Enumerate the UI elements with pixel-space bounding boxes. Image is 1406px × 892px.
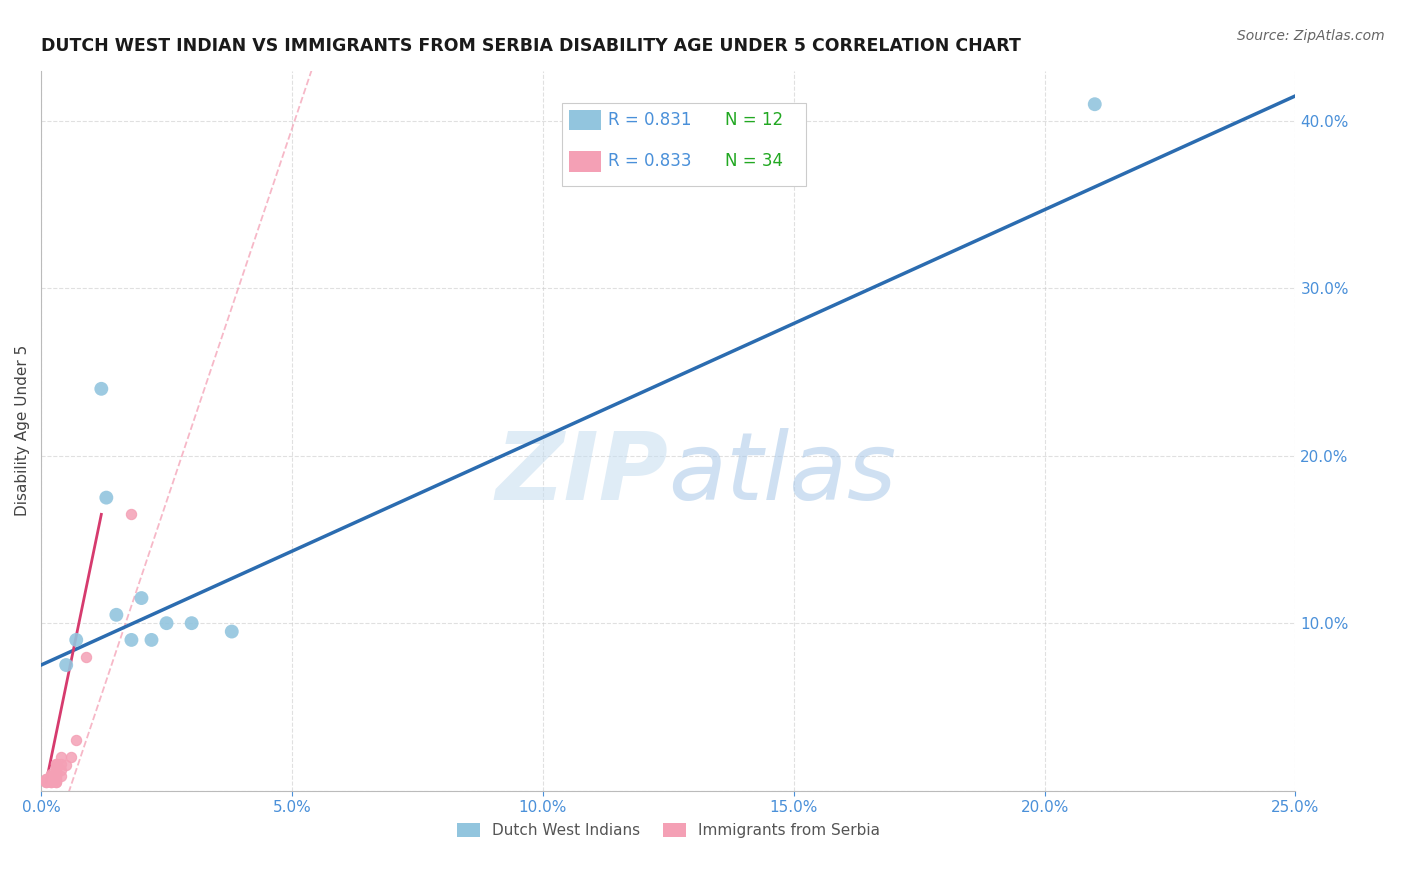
Point xyxy=(51,764,73,778)
Point xyxy=(35,775,58,789)
Point xyxy=(45,764,67,778)
Point xyxy=(180,616,202,631)
Point xyxy=(120,632,142,647)
FancyBboxPatch shape xyxy=(569,111,600,130)
Point xyxy=(55,658,77,673)
Text: R = 0.833: R = 0.833 xyxy=(607,153,692,170)
FancyBboxPatch shape xyxy=(561,103,806,186)
Point xyxy=(39,775,62,789)
Point xyxy=(45,767,67,781)
Point xyxy=(65,733,87,747)
Point xyxy=(45,768,67,782)
Text: Source: ZipAtlas.com: Source: ZipAtlas.com xyxy=(1237,29,1385,44)
Point xyxy=(35,772,58,786)
Point xyxy=(60,750,83,764)
Text: N = 34: N = 34 xyxy=(724,153,783,170)
Point xyxy=(39,768,62,782)
Point xyxy=(39,775,62,789)
Point xyxy=(51,768,73,782)
Point xyxy=(39,767,62,781)
Point xyxy=(51,750,73,764)
Point xyxy=(39,772,62,786)
Point xyxy=(221,624,243,639)
Point xyxy=(75,649,97,664)
Point xyxy=(35,775,58,789)
Point xyxy=(45,756,67,771)
Point xyxy=(45,768,67,782)
Point xyxy=(45,760,67,774)
Text: R = 0.831: R = 0.831 xyxy=(607,112,692,129)
Y-axis label: Disability Age Under 5: Disability Age Under 5 xyxy=(15,345,30,516)
Point xyxy=(120,508,142,522)
Point xyxy=(39,772,62,786)
Text: DUTCH WEST INDIAN VS IMMIGRANTS FROM SERBIA DISABILITY AGE UNDER 5 CORRELATION C: DUTCH WEST INDIAN VS IMMIGRANTS FROM SER… xyxy=(41,37,1021,55)
Point xyxy=(90,382,112,396)
Text: N = 12: N = 12 xyxy=(724,112,783,129)
Point xyxy=(45,775,67,789)
Point xyxy=(65,632,87,647)
Point xyxy=(45,756,67,771)
FancyBboxPatch shape xyxy=(569,152,600,171)
Text: atlas: atlas xyxy=(668,428,897,519)
Point xyxy=(51,756,73,771)
Legend: Dutch West Indians, Immigrants from Serbia: Dutch West Indians, Immigrants from Serb… xyxy=(450,817,886,844)
Point xyxy=(155,616,177,631)
Point xyxy=(96,491,118,505)
Point xyxy=(45,772,67,786)
Point xyxy=(131,591,153,605)
Point xyxy=(45,764,67,778)
Point xyxy=(45,767,67,781)
Point xyxy=(1084,97,1107,112)
Point xyxy=(45,775,67,789)
Point xyxy=(39,768,62,782)
Point xyxy=(45,772,67,786)
Point xyxy=(105,607,128,622)
Point xyxy=(55,758,77,772)
Point xyxy=(45,760,67,774)
Text: ZIP: ZIP xyxy=(495,428,668,520)
Point xyxy=(141,632,163,647)
Point xyxy=(35,772,58,786)
